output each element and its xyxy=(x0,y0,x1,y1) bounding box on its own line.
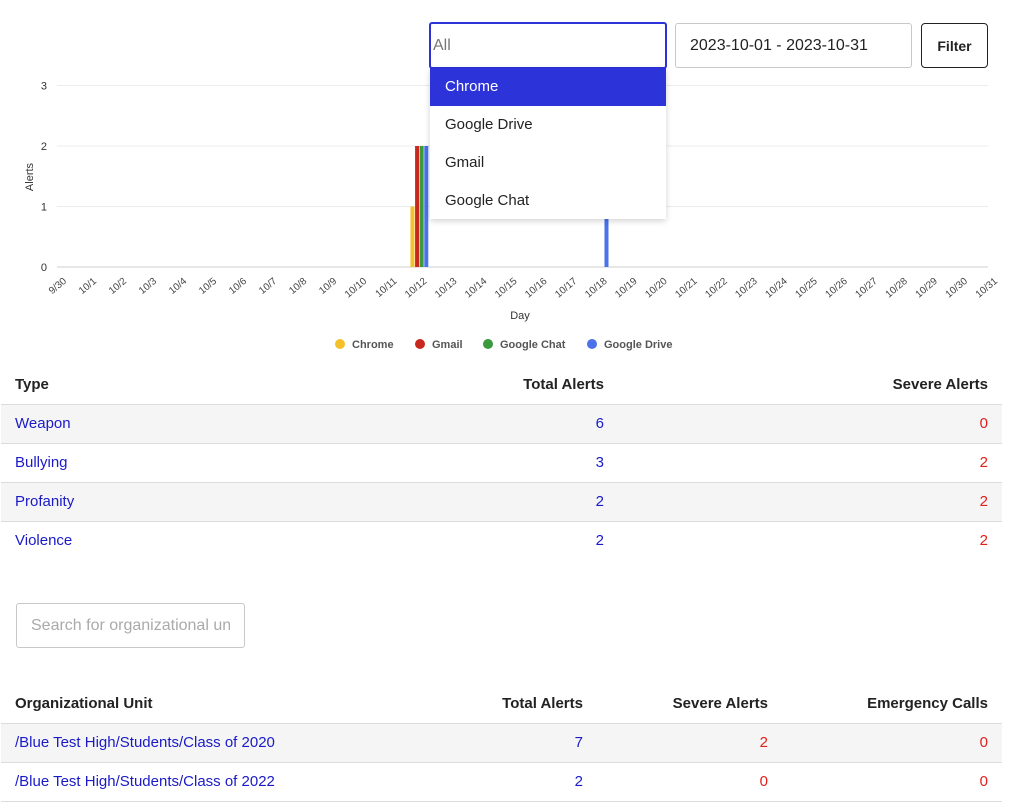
x-tick-label: 10/20 xyxy=(643,276,670,301)
chart-bar xyxy=(415,146,420,267)
x-tick-label: 10/19 xyxy=(613,276,640,301)
x-tick-label: 10/4 xyxy=(167,276,189,297)
x-tick-label: 10/17 xyxy=(553,276,580,301)
x-tick-label: 10/27 xyxy=(854,276,881,301)
x-tick-label: 10/29 xyxy=(914,276,941,301)
x-tick-label: 10/31 xyxy=(974,276,1001,301)
total-alerts-link[interactable]: 2 xyxy=(574,773,583,790)
y-tick-label: 1 xyxy=(41,202,47,214)
dropdown-option-chrome[interactable]: Chrome xyxy=(430,68,666,106)
x-tick-label: 10/22 xyxy=(703,276,730,301)
x-tick-label: 10/10 xyxy=(343,276,370,301)
chart-bar xyxy=(419,146,424,267)
x-tick-label: 10/7 xyxy=(257,276,279,297)
org-unit-link[interactable]: /Blue Test High/Students/Class of 2020 xyxy=(15,734,275,751)
table-row: Profanity 2 2 xyxy=(1,482,1002,522)
x-axis-label: Day xyxy=(510,310,530,322)
alerts-by-day-chart: 0 1 2 3 9/30 10/1 10/2 10/3 10/4 10/5 10/6 10/7 10/8… xyxy=(24,81,1001,352)
x-tick-label: 10/3 xyxy=(137,276,159,297)
x-tick-label: 10/30 xyxy=(944,276,971,301)
header-type: Type xyxy=(1,365,401,405)
x-tick-label: 10/9 xyxy=(317,276,339,297)
x-tick-label: 10/13 xyxy=(433,276,460,301)
total-alerts-link[interactable]: 3 xyxy=(595,454,604,471)
legend-marker xyxy=(587,339,597,349)
x-tick-label: 10/5 xyxy=(197,276,219,297)
y-axis-label: Alerts xyxy=(24,162,36,191)
y-tick-label: 2 xyxy=(41,141,47,153)
table-header-row: Organizational Unit Total Alerts Severe … xyxy=(1,684,1002,724)
x-tick-label: 10/24 xyxy=(763,276,790,301)
chart-bar xyxy=(424,146,429,267)
x-tick-label: 10/12 xyxy=(403,276,430,301)
x-tick-label: 10/28 xyxy=(884,276,911,301)
y-tick-label: 3 xyxy=(41,81,47,93)
severe-alerts-link[interactable]: 2 xyxy=(979,493,988,510)
legend-label: Google Chat xyxy=(500,339,566,351)
legend-marker xyxy=(335,339,345,349)
severe-alerts-link[interactable]: 2 xyxy=(759,734,768,751)
total-alerts-link[interactable]: 2 xyxy=(595,493,604,510)
legend-label: Google Drive xyxy=(604,339,672,351)
x-tick-label: 10/8 xyxy=(287,276,309,297)
header-severe-alerts: Severe Alerts xyxy=(597,684,782,724)
severe-alerts-link[interactable]: 2 xyxy=(979,454,988,471)
type-link[interactable]: Bullying xyxy=(15,454,68,471)
x-tick-label: 10/23 xyxy=(733,276,760,301)
table-row: Violence 2 2 xyxy=(1,521,1002,560)
date-range-input[interactable] xyxy=(675,23,912,68)
total-alerts-link[interactable]: 6 xyxy=(595,415,604,432)
table-row: Bullying 3 2 xyxy=(1,443,1002,483)
x-tick-label: 10/6 xyxy=(227,276,249,297)
source-dropdown: Chrome Google Drive Gmail Google Chat xyxy=(430,68,666,219)
x-tick-label: 10/1 xyxy=(77,276,99,297)
x-tick-label: 10/14 xyxy=(463,276,490,301)
legend-label: Chrome xyxy=(352,339,394,351)
legend-marker xyxy=(483,339,493,349)
emergency-calls-link[interactable]: 0 xyxy=(979,773,988,790)
table-row: /Blue Test High/Students/Class of 2022 2… xyxy=(1,762,1002,802)
alerts-by-org-unit-table: Organizational Unit Total Alerts Severe … xyxy=(1,684,1002,802)
dropdown-option-google-drive[interactable]: Google Drive xyxy=(445,116,533,133)
legend-label: Gmail xyxy=(432,339,463,351)
y-tick-label: 0 xyxy=(41,262,47,274)
severe-alerts-link[interactable]: 0 xyxy=(979,415,988,432)
type-link[interactable]: Weapon xyxy=(15,415,71,432)
filter-button[interactable]: Filter xyxy=(921,23,988,68)
total-alerts-link[interactable]: 7 xyxy=(574,734,583,751)
x-tick-label: 10/21 xyxy=(673,276,700,301)
type-link[interactable]: Profanity xyxy=(15,493,75,510)
table-header-row: Type Total Alerts Severe Alerts xyxy=(1,365,1002,405)
x-tick-label: 10/15 xyxy=(493,276,520,301)
type-link[interactable]: Violence xyxy=(15,532,73,550)
total-alerts-link[interactable]: 2 xyxy=(595,532,604,550)
x-tick-label: 10/11 xyxy=(374,276,400,300)
x-tick-label: 10/16 xyxy=(523,276,550,301)
header-org-unit: Organizational Unit xyxy=(1,684,401,724)
table-row: /Blue Test High/Students/Class of 2020 7… xyxy=(1,723,1002,763)
org-unit-link[interactable]: /Blue Test High/Students/Class of 2022 xyxy=(15,773,275,790)
dropdown-option-gmail[interactable]: Gmail xyxy=(445,154,485,171)
severe-alerts-link[interactable]: 2 xyxy=(979,532,988,550)
source-filter-input[interactable] xyxy=(429,22,667,69)
x-tick-label: 10/18 xyxy=(583,276,610,301)
x-tick-label: 10/2 xyxy=(107,276,129,297)
org-unit-search-input[interactable] xyxy=(16,603,245,648)
x-tick-label: 10/25 xyxy=(793,276,820,301)
chart-bar xyxy=(410,206,415,267)
table-row: Weapon 6 0 xyxy=(1,404,1002,444)
header-severe-alerts: Severe Alerts xyxy=(618,365,1002,405)
header-total-alerts: Total Alerts xyxy=(401,365,618,405)
emergency-calls-link[interactable]: 0 xyxy=(979,734,988,751)
header-total-alerts: Total Alerts xyxy=(401,684,597,724)
alerts-by-type-table: Type Total Alerts Severe Alerts Weapon 6… xyxy=(1,365,1002,560)
x-tick-label: 9/30 xyxy=(47,276,69,297)
x-tick-label: 10/26 xyxy=(824,276,851,301)
legend-marker xyxy=(415,339,425,349)
header-emergency-calls: Emergency Calls xyxy=(782,684,1002,724)
severe-alerts-link[interactable]: 0 xyxy=(759,773,768,790)
chart-bar xyxy=(604,206,609,267)
dropdown-option-google-chat[interactable]: Google Chat xyxy=(445,192,530,209)
